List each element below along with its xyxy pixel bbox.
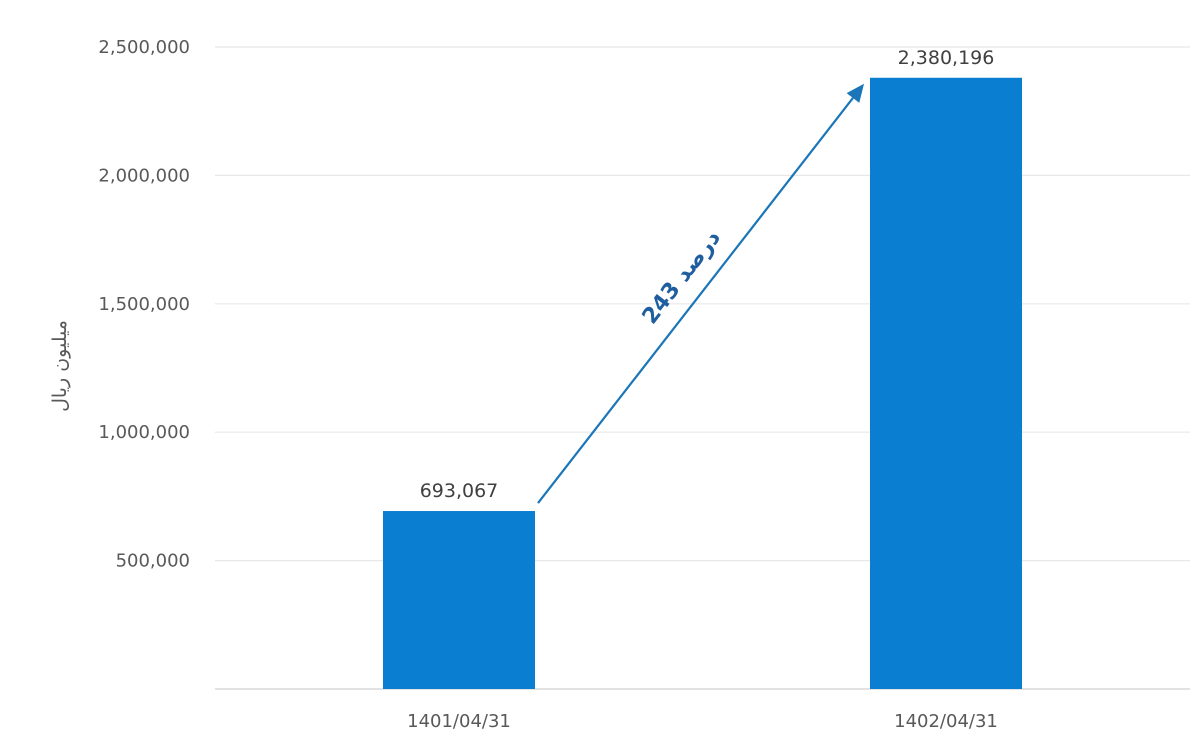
bar-1 — [870, 77, 1022, 689]
y-tick-label-3: 2,000,000 — [98, 165, 190, 186]
growth-arrow-line — [537, 97, 854, 504]
y-tick-label-4: 2,500,000 — [98, 37, 190, 58]
data-labels: 693,067 2,380,196 — [420, 47, 995, 502]
x-tick-label-0: 1401/04/31 — [407, 711, 511, 732]
data-label-0: 693,067 — [420, 480, 499, 502]
x-tick-label-1: 1402/04/31 — [894, 711, 998, 732]
data-label-1: 2,380,196 — [898, 47, 995, 69]
growth-arrow-head — [846, 83, 864, 103]
y-tick-label-0: 500,000 — [116, 551, 190, 572]
growth-annotation: 243 درصد — [537, 83, 864, 504]
bar-0 — [383, 511, 535, 689]
y-tick-label-2: 1,500,000 — [98, 294, 190, 315]
y-axis-ticks: 500,000 1,000,000 1,500,000 2,000,000 2,500,… — [98, 37, 190, 572]
y-tick-label-1: 1,000,000 — [98, 422, 190, 443]
grid-lines — [215, 46, 1190, 690]
bars — [383, 77, 1022, 689]
y-axis-label: میلیون ریال — [49, 320, 71, 412]
x-axis-ticks: 1401/04/31 1402/04/31 — [407, 711, 998, 732]
